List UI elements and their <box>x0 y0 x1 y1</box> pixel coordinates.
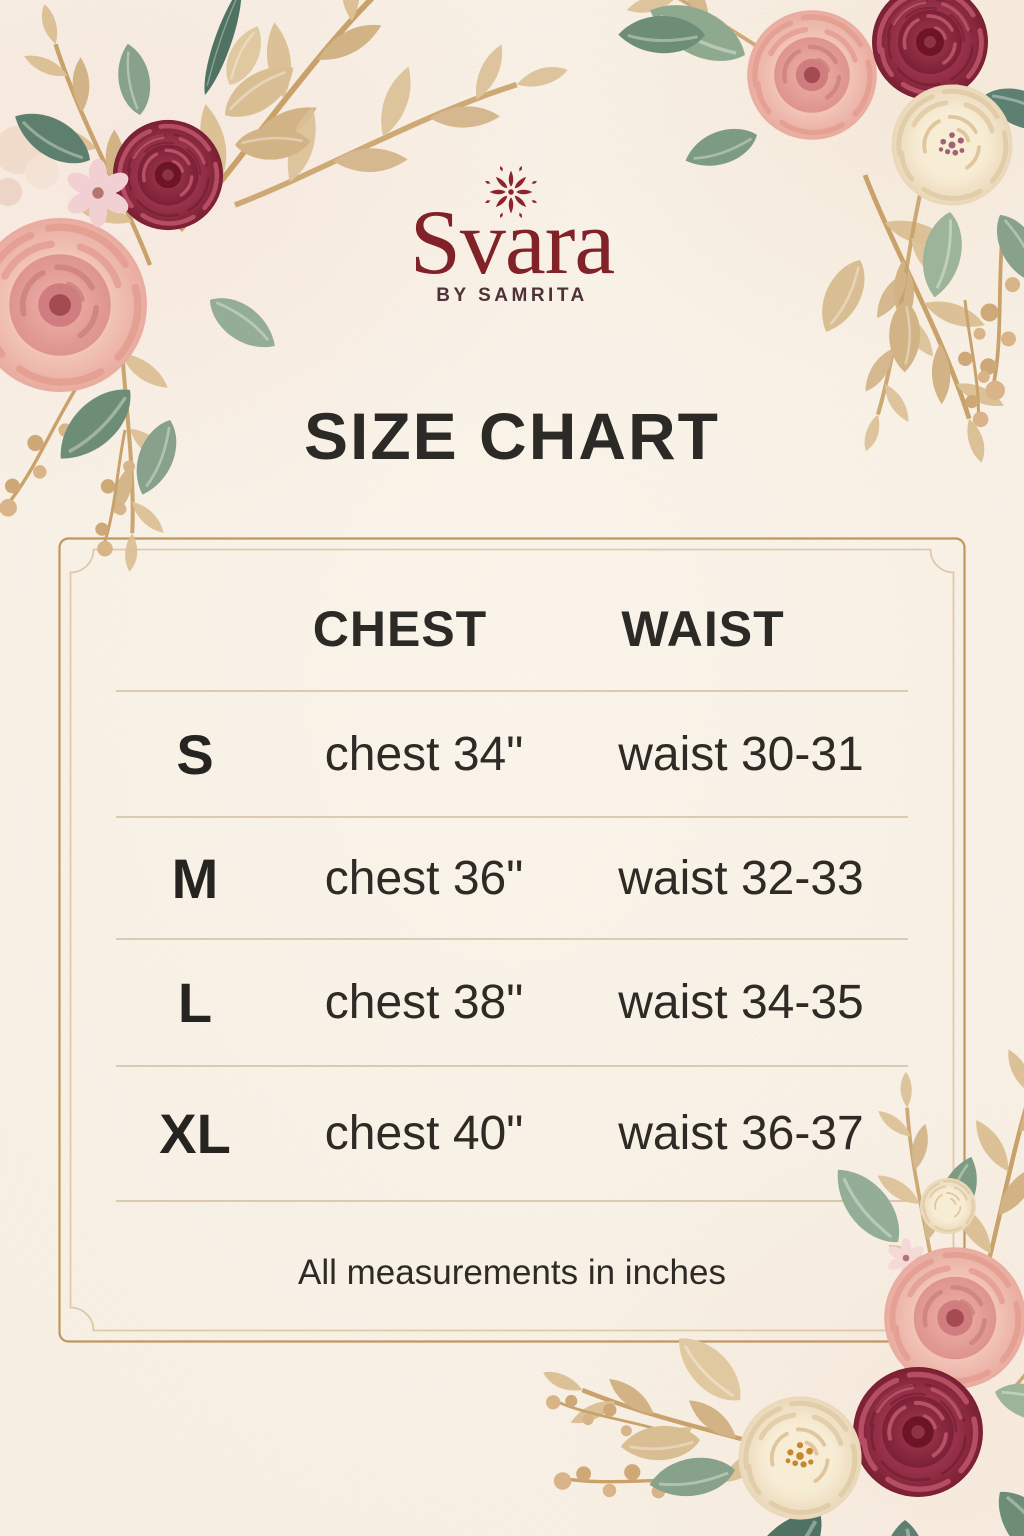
chest-cell: chest 40" <box>324 1107 524 1160</box>
table-row-m: M chest 36" waist 32-33 <box>116 818 908 940</box>
chest-cell: chest 36" <box>324 851 524 905</box>
column-header-waist: WAIST <box>621 600 785 657</box>
table-row-l: L chest 38" waist 34-35 <box>116 940 908 1067</box>
size-cell: XL <box>159 1102 231 1165</box>
waist-cell: waist 30-31 <box>618 727 864 781</box>
brand-name: Svara <box>409 191 615 293</box>
table-header-row: CHEST WAIST <box>116 537 908 692</box>
page-title: SIZE CHART <box>304 399 720 473</box>
waist-cell: waist 32-33 <box>618 851 864 905</box>
brand-tagline: BY SAMRITA <box>436 285 588 306</box>
size-cell: S <box>176 722 214 786</box>
waist-cell: waist 36-37 <box>618 1107 864 1160</box>
waist-cell: waist 34-35 <box>618 976 864 1029</box>
size-chart-panel: CHEST WAIST S chest 34" waist 30-31 M ch… <box>58 537 966 1343</box>
size-cell: M <box>171 846 219 910</box>
table-row-xl: XL chest 40" waist 36-37 <box>116 1067 908 1202</box>
chest-cell: chest 34" <box>324 727 524 781</box>
measurements-note: All measurements in inches <box>298 1252 726 1292</box>
table-row-s: S chest 34" waist 30-31 <box>116 692 908 818</box>
chest-cell: chest 38" <box>324 976 524 1029</box>
size-cell: L <box>177 971 213 1034</box>
column-header-chest: CHEST <box>312 600 488 657</box>
size-table: CHEST WAIST S chest 34" waist 30-31 M ch… <box>58 537 966 1343</box>
